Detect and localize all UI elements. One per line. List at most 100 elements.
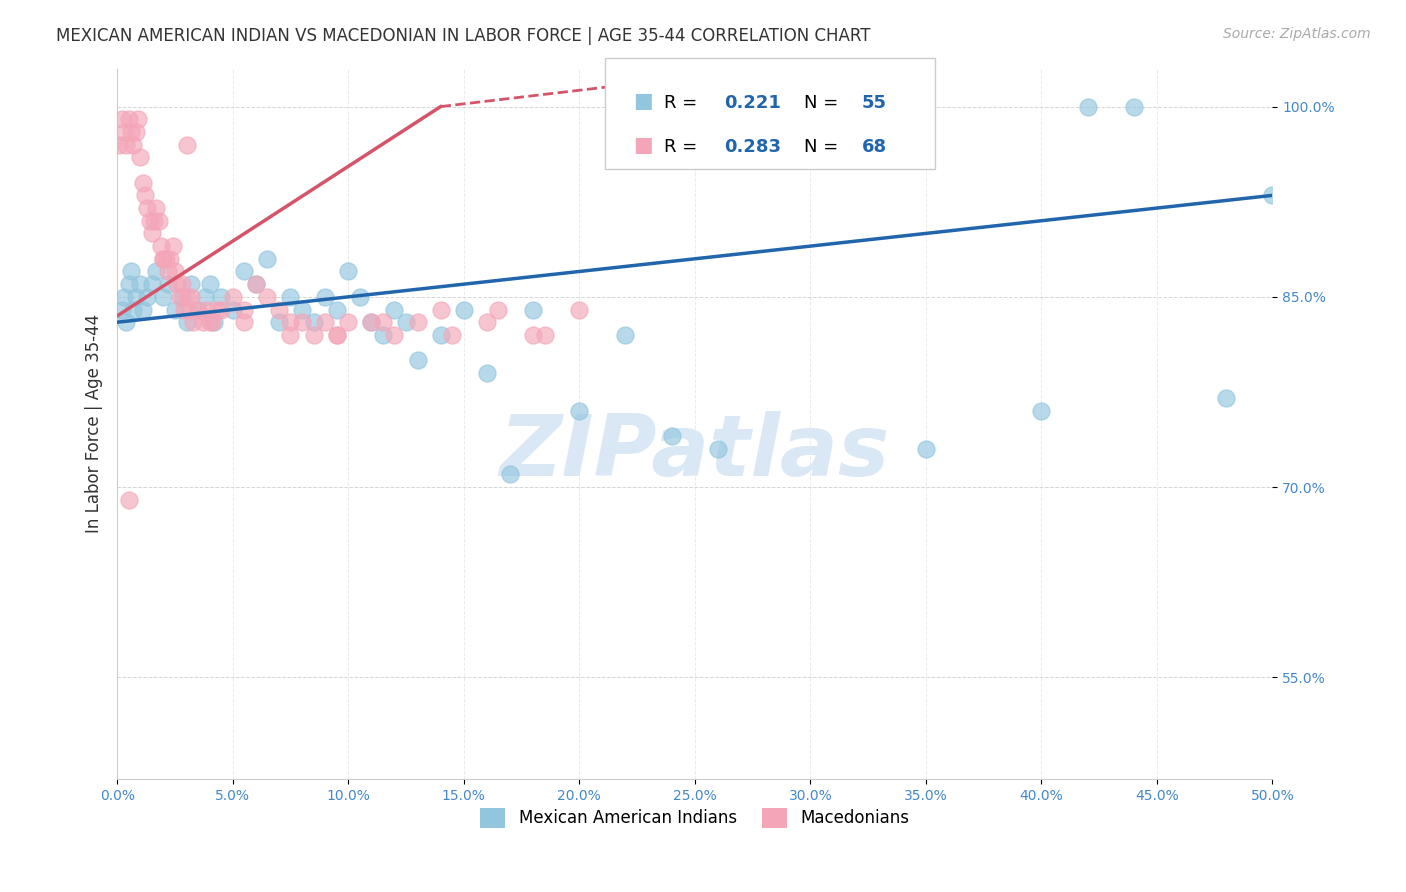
Point	[349, 290, 371, 304]
Point	[614, 327, 637, 342]
Point	[198, 315, 221, 329]
Point	[291, 315, 314, 329]
Point	[118, 112, 141, 127]
Point	[1122, 99, 1144, 113]
Point	[337, 315, 360, 329]
Point	[302, 327, 325, 342]
Point	[162, 239, 184, 253]
Point	[314, 290, 336, 304]
Point	[157, 277, 180, 292]
Point	[1261, 188, 1284, 202]
Point	[256, 290, 278, 304]
Point	[111, 302, 134, 317]
Point	[314, 315, 336, 329]
Point	[384, 327, 406, 342]
Point	[475, 366, 498, 380]
Point	[115, 137, 138, 152]
Point	[170, 277, 193, 292]
Point	[1031, 404, 1053, 418]
Point	[177, 302, 200, 317]
Point	[145, 201, 167, 215]
Point	[256, 252, 278, 266]
Point	[245, 277, 267, 292]
Point	[371, 327, 394, 342]
Text: ZIPatlas: ZIPatlas	[499, 410, 890, 493]
Point	[441, 327, 464, 342]
Point	[429, 327, 451, 342]
Point	[169, 290, 191, 304]
Text: R =: R =	[664, 137, 703, 155]
Point	[112, 290, 135, 304]
Text: 68: 68	[862, 137, 887, 155]
Point	[360, 315, 382, 329]
Point	[138, 213, 160, 227]
Point	[406, 315, 429, 329]
Point	[384, 302, 406, 317]
Point	[129, 150, 152, 164]
Point	[429, 302, 451, 317]
Point	[187, 302, 209, 317]
Point	[131, 176, 153, 190]
Point	[486, 302, 509, 317]
Point	[131, 302, 153, 317]
Point	[360, 315, 382, 329]
Point	[122, 137, 145, 152]
Point	[475, 315, 498, 329]
Point	[143, 213, 166, 227]
Point	[337, 264, 360, 278]
Point	[233, 264, 256, 278]
Point	[202, 315, 225, 329]
Point	[499, 467, 522, 482]
Point	[112, 125, 135, 139]
Point	[201, 315, 224, 329]
Point	[152, 290, 174, 304]
Point	[163, 302, 186, 317]
Point	[129, 277, 152, 292]
Point	[267, 315, 290, 329]
Point	[194, 290, 217, 304]
Point	[111, 112, 134, 127]
Point	[159, 252, 181, 266]
Text: ■: ■	[633, 91, 652, 112]
Point	[267, 302, 290, 317]
Point	[233, 315, 256, 329]
Point	[124, 290, 146, 304]
Point	[302, 315, 325, 329]
Point	[166, 277, 188, 292]
Point	[155, 252, 177, 266]
Point	[222, 290, 245, 304]
Point	[152, 252, 174, 266]
Point	[122, 302, 145, 317]
Point	[209, 302, 232, 317]
Point	[120, 264, 142, 278]
Point	[568, 302, 591, 317]
Point	[222, 302, 245, 317]
Point	[325, 327, 347, 342]
Point	[191, 315, 214, 329]
Point	[568, 404, 591, 418]
Point	[108, 137, 131, 152]
Point	[176, 315, 198, 329]
Point	[170, 290, 193, 304]
Point	[914, 442, 936, 456]
Text: MEXICAN AMERICAN INDIAN VS MACEDONIAN IN LABOR FORCE | AGE 35-44 CORRELATION CHA: MEXICAN AMERICAN INDIAN VS MACEDONIAN IN…	[56, 27, 870, 45]
Point	[406, 353, 429, 368]
Point	[118, 277, 141, 292]
Text: Source: ZipAtlas.com: Source: ZipAtlas.com	[1223, 27, 1371, 41]
Point	[118, 492, 141, 507]
Point	[209, 290, 232, 304]
Point	[150, 239, 173, 253]
Point	[1077, 99, 1099, 113]
Text: 0.221: 0.221	[724, 95, 780, 112]
Point	[141, 227, 163, 241]
Point	[371, 315, 394, 329]
Point	[291, 302, 314, 317]
Point	[148, 213, 170, 227]
Point	[187, 302, 209, 317]
Point	[280, 290, 302, 304]
Point	[205, 302, 228, 317]
Point	[533, 327, 555, 342]
Point	[136, 290, 159, 304]
Text: 0.283: 0.283	[724, 137, 782, 155]
Point	[280, 315, 302, 329]
